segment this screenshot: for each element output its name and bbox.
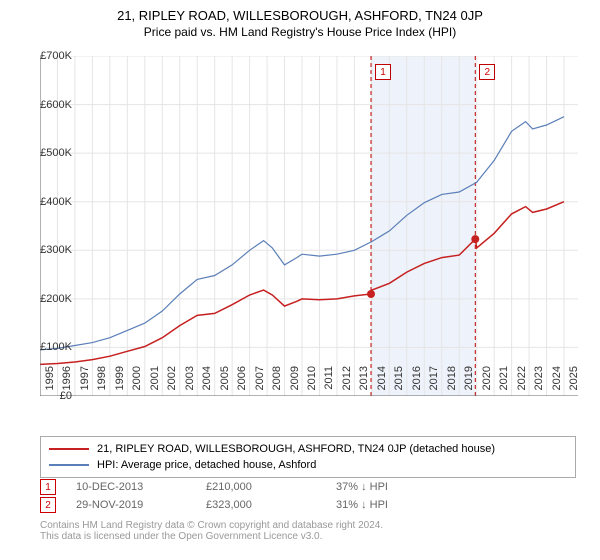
x-axis-label: 1996	[61, 366, 73, 400]
y-axis-label: £100K	[24, 341, 72, 353]
x-axis-label: 2008	[271, 366, 283, 400]
footer-line: Contains HM Land Registry data © Crown c…	[40, 520, 576, 531]
legend-label: 21, RIPLEY ROAD, WILLESBOROUGH, ASHFORD,…	[97, 443, 495, 455]
legend-item-hpi: HPI: Average price, detached house, Ashf…	[49, 457, 567, 473]
legend-label: HPI: Average price, detached house, Ashf…	[97, 459, 316, 471]
legend-item-property: 21, RIPLEY ROAD, WILLESBOROUGH, ASHFORD,…	[49, 441, 567, 457]
sale-change: 31% ↓ HPI	[336, 499, 466, 511]
x-axis-label: 2021	[498, 366, 510, 400]
sale-date: 29-NOV-2019	[76, 499, 206, 511]
x-axis-label: 2013	[358, 366, 370, 400]
x-axis-label: 2017	[428, 366, 440, 400]
x-axis-label: 1997	[79, 366, 91, 400]
y-axis-label: £700K	[24, 50, 72, 62]
y-axis-label: £300K	[24, 244, 72, 256]
x-axis-label: 1999	[114, 366, 126, 400]
x-axis-label: 2007	[254, 366, 266, 400]
sale-date: 10-DEC-2013	[76, 481, 206, 493]
x-axis-label: 2016	[411, 366, 423, 400]
legend: 21, RIPLEY ROAD, WILLESBOROUGH, ASHFORD,…	[40, 436, 576, 478]
x-axis-label: 2023	[533, 366, 545, 400]
table-row: 2 29-NOV-2019 £323,000 31% ↓ HPI	[40, 496, 576, 514]
sale-marker-1: 1	[40, 479, 56, 495]
y-axis-label: £500K	[24, 147, 72, 159]
page-title: 21, RIPLEY ROAD, WILLESBOROUGH, ASHFORD,…	[0, 8, 600, 23]
x-axis-label: 2009	[289, 366, 301, 400]
x-axis-label: 2006	[236, 366, 248, 400]
x-axis-label: 2004	[201, 366, 213, 400]
price-chart	[40, 56, 578, 396]
x-axis-label: 2014	[376, 366, 388, 400]
x-axis-label: 1998	[96, 366, 108, 400]
x-axis-label: 2025	[568, 366, 580, 400]
footer-line: This data is licensed under the Open Gov…	[40, 531, 576, 542]
sale-price: £323,000	[206, 499, 336, 511]
x-axis-label: 1995	[44, 366, 56, 400]
x-axis-label: 2024	[551, 366, 563, 400]
footer-attribution: Contains HM Land Registry data © Crown c…	[40, 520, 576, 542]
x-axis-label: 2010	[306, 366, 318, 400]
x-axis-label: 2022	[516, 366, 528, 400]
chart-marker-1: 1	[375, 64, 391, 80]
x-axis-label: 2018	[446, 366, 458, 400]
sale-marker-2: 2	[40, 497, 56, 513]
x-axis-label: 2001	[149, 366, 161, 400]
x-axis-label: 2005	[219, 366, 231, 400]
x-axis-label: 2011	[323, 366, 335, 400]
y-axis-label: £200K	[24, 293, 72, 305]
x-axis-label: 2003	[184, 366, 196, 400]
page-subtitle: Price paid vs. HM Land Registry's House …	[0, 25, 600, 39]
sale-price: £210,000	[206, 481, 336, 493]
sale-change: 37% ↓ HPI	[336, 481, 466, 493]
chart-marker-2: 2	[479, 64, 495, 80]
y-axis-label: £400K	[24, 196, 72, 208]
x-axis-label: 2020	[481, 366, 493, 400]
x-axis-label: 2012	[341, 366, 353, 400]
y-axis-label: £600K	[24, 99, 72, 111]
x-axis-label: 2019	[463, 366, 475, 400]
table-row: 1 10-DEC-2013 £210,000 37% ↓ HPI	[40, 478, 576, 496]
sales-table: 1 10-DEC-2013 £210,000 37% ↓ HPI 2 29-NO…	[40, 478, 576, 514]
chart-container: £0£100K£200K£300K£400K£500K£600K£700K 19…	[40, 56, 578, 396]
x-axis-label: 2002	[166, 366, 178, 400]
x-axis-label: 2000	[131, 366, 143, 400]
x-axis-label: 2015	[393, 366, 405, 400]
